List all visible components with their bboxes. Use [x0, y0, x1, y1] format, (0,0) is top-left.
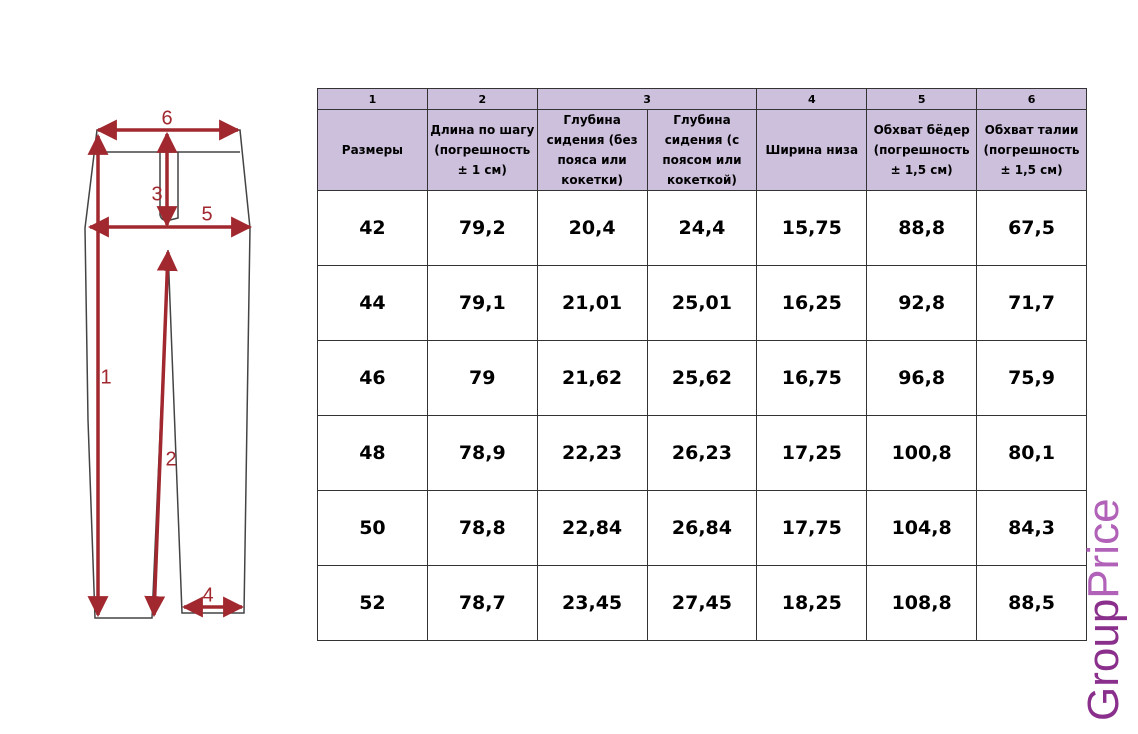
- label-4: 4: [202, 584, 213, 606]
- cell: 42: [317, 190, 428, 266]
- cell: 15,75: [756, 190, 868, 266]
- cell: 18,25: [756, 565, 868, 641]
- data-row: 44 79,1 21,01 25,01 16,25 92,8 71,7: [317, 265, 1087, 341]
- cell: 22,23: [536, 415, 648, 491]
- cell: 16,75: [756, 340, 868, 416]
- cell: 79,1: [426, 265, 538, 341]
- cell: 23,45: [536, 565, 648, 641]
- column-number: 4: [756, 88, 868, 110]
- cell: 22,84: [536, 490, 648, 566]
- cell: 80,1: [976, 415, 1087, 491]
- cell: 44: [317, 265, 428, 341]
- column-number: 6: [976, 88, 1087, 110]
- cell: 20,4: [536, 190, 648, 266]
- column-number: 2: [426, 88, 538, 110]
- cell: 26,23: [646, 415, 758, 491]
- watermark-part: Group: [1080, 599, 1128, 721]
- cell: 25,62: [646, 340, 758, 416]
- cell: 27,45: [646, 565, 758, 641]
- cell: 26,84: [646, 490, 758, 566]
- cell: 16,25: [756, 265, 868, 341]
- data-row: 50 78,8 22,84 26,84 17,75 104,8 84,3: [317, 490, 1087, 566]
- cell: 78,8: [426, 490, 538, 566]
- cell: 84,3: [976, 490, 1087, 566]
- column-header: Глубина сидения (без пояса или кокетки): [536, 109, 648, 191]
- cell: 100,8: [866, 415, 978, 491]
- label-3: 3: [151, 183, 162, 205]
- data-row: 42 79,2 20,4 24,4 15,75 88,8 67,5: [317, 190, 1087, 266]
- cell: 96,8: [866, 340, 978, 416]
- cell: 52: [317, 565, 428, 641]
- cell: 46: [317, 340, 428, 416]
- cell: 25,01: [646, 265, 758, 341]
- label-5: 5: [201, 203, 212, 225]
- measure-lines: [87, 119, 253, 618]
- cell: 88,5: [976, 565, 1087, 641]
- cell: 88,8: [866, 190, 978, 266]
- cell: 79,2: [426, 190, 538, 266]
- data-row: 48 78,9 22,23 26,23 17,25 100,8 80,1: [317, 415, 1087, 491]
- pants-diagram: 1 2 3 4 5 6: [84, 107, 253, 619]
- column-header: Обхват бёдер (погрешность ± 1,5 см): [866, 109, 978, 191]
- column-header: Размеры: [317, 109, 428, 191]
- label-2: 2: [165, 448, 176, 470]
- column-header: Ширина низа: [756, 109, 868, 191]
- cell: 21,01: [536, 265, 648, 341]
- label-1: 1: [100, 366, 111, 388]
- cell: 71,7: [976, 265, 1087, 341]
- cell: 48: [317, 415, 428, 491]
- cell: 50: [317, 490, 428, 566]
- cell: 79: [426, 340, 538, 416]
- size-table: 1 2 3 4 5 6 Размеры Длина по шагу (погрешность …: [317, 88, 1087, 641]
- data-row: 46 79 21,62 25,62 16,75 96,8 75,9: [317, 340, 1087, 416]
- cell: 17,25: [756, 415, 868, 491]
- cell: 67,5: [976, 190, 1087, 266]
- column-header: Обхват талии (погрешность ± 1,5 см): [976, 109, 1087, 191]
- cell: 108,8: [866, 565, 978, 641]
- column-header: Длина по шагу (погрешность ± 1 см): [426, 109, 538, 191]
- cell: 92,8: [866, 265, 978, 341]
- cell: 17,75: [756, 490, 868, 566]
- watermark: GroupPrice: [1080, 498, 1128, 721]
- data-row: 52 78,7 23,45 27,45 18,25 108,8 88,5: [317, 565, 1087, 641]
- watermark-text: GroupPrice: [1080, 498, 1128, 721]
- cell: 78,9: [426, 415, 538, 491]
- label-6: 6: [161, 107, 172, 129]
- column-number: 1: [317, 88, 428, 110]
- cell: 75,9: [976, 340, 1087, 416]
- watermark-part: Price: [1080, 498, 1128, 598]
- cell: 21,62: [536, 340, 648, 416]
- column-header: Глубина сидения (с поясом или кокеткой): [646, 109, 758, 191]
- cell: 24,4: [646, 190, 758, 266]
- column-number: 5: [866, 88, 978, 110]
- column-number: 3: [536, 88, 758, 110]
- header-row: Размеры Длина по шагу (погрешность ± 1 см…: [317, 109, 1087, 191]
- cell: 104,8: [866, 490, 978, 566]
- cell: 78,7: [426, 565, 538, 641]
